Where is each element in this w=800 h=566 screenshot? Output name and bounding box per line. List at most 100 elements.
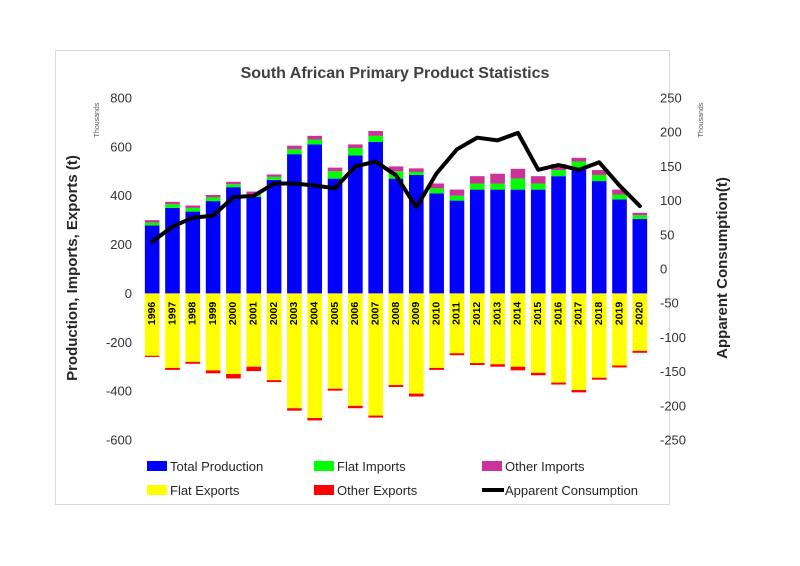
category-label-2013: 2013 [491, 302, 503, 326]
category-label-1997: 1997 [166, 302, 178, 326]
bar-other-imports-2019 [612, 189, 627, 195]
category-labels: 1996 1997 1998 1999 2000 2001 2002 2003 2004 2005… [146, 302, 646, 326]
bar-flat-exports-2010 [429, 293, 444, 368]
bar-total-production-1996 [144, 225, 160, 294]
right-tick-label: 250 [660, 91, 682, 106]
bar-other-exports-2015 [530, 372, 546, 376]
bar-other-exports-2020 [632, 350, 648, 353]
right-tick-label: 50 [660, 227, 674, 242]
bar-other-exports-2005 [327, 388, 343, 391]
bar-flat-imports-2006 [348, 148, 363, 156]
bar-other-imports-2010 [429, 183, 444, 189]
bar-total-production-2000 [226, 187, 241, 294]
bar-flat-imports-2015 [530, 183, 546, 190]
legend-label: Flat Imports [337, 459, 406, 474]
consumption-line-layer [150, 130, 642, 244]
bar-total-production-2014 [510, 189, 526, 294]
bar-other-exports-2018 [591, 377, 607, 380]
bar-other-imports-2005 [327, 167, 343, 172]
bar-flat-imports-2019 [612, 194, 627, 200]
bar-flat-imports-2011 [449, 195, 465, 201]
bar-flat-imports-2009 [409, 172, 424, 175]
category-label-2016: 2016 [552, 302, 564, 326]
legend-label: Other Imports [505, 459, 585, 474]
category-label-2011: 2011 [451, 302, 463, 325]
category-label-1996: 1996 [146, 302, 158, 326]
chart-title: South African Primary Product Statistics [241, 65, 550, 82]
right-tick-label: 150 [660, 159, 682, 174]
bar-total-production-2005 [327, 178, 343, 294]
chart-area [55, 50, 670, 505]
bar-other-exports-2007 [368, 415, 383, 418]
bar-other-imports-2017 [571, 157, 587, 162]
bar-flat-exports-1998 [185, 293, 201, 362]
left-tick-label: -200 [106, 335, 132, 350]
bar-other-imports-1997 [165, 201, 180, 205]
bar-flat-imports-2017 [571, 161, 587, 168]
bar-flat-exports-2019 [612, 293, 627, 366]
bar-other-imports-2007 [368, 130, 383, 136]
bar-other-exports-2012 [469, 363, 485, 365]
bar-flat-imports-2000 [226, 184, 241, 188]
left-tick-label: 600 [110, 139, 132, 154]
bar-flat-exports-2007 [368, 293, 383, 416]
category-label-2014: 2014 [512, 302, 524, 326]
bar-other-imports-2002 [266, 174, 282, 177]
bar-flat-imports-2010 [429, 188, 444, 194]
bar-total-production-2003 [287, 154, 302, 294]
bar-other-exports-2013 [490, 364, 505, 367]
right-axis-ticks: 250 200 150 100 50 0 -50 -100 -150 -200 -250 [660, 91, 686, 448]
category-label-1998: 1998 [187, 302, 199, 326]
bar-flat-exports-2013 [490, 293, 505, 365]
bar-flat-imports-2005 [327, 171, 343, 179]
legend-item-other-imports: Other Imports [482, 459, 585, 474]
category-label-2004: 2004 [309, 302, 321, 326]
bar-total-production-1998 [185, 211, 201, 294]
bar-flat-exports-2018 [591, 293, 607, 378]
category-label-2020: 2020 [634, 302, 646, 326]
bar-other-imports-2003 [287, 145, 302, 150]
legend-swatch [147, 485, 167, 495]
bar-other-imports-2001 [246, 191, 262, 195]
bar-other-exports-2001 [246, 366, 262, 372]
category-label-2018: 2018 [593, 302, 605, 326]
bar-flat-exports-2005 [327, 293, 343, 389]
bar-flat-exports-2012 [469, 293, 485, 364]
bar-total-production-1997 [165, 207, 180, 294]
legend-item-other-exports: Other Exports [314, 483, 418, 498]
bar-flat-imports-2012 [469, 183, 485, 190]
bar-other-imports-2015 [530, 176, 546, 184]
bar-flat-imports-2002 [266, 176, 282, 180]
legend-item-total-production: Total Production [147, 459, 263, 474]
legend-swatch [482, 461, 502, 471]
bar-other-imports-2013 [490, 173, 505, 184]
bar-other-exports-2008 [388, 385, 404, 387]
bar-flat-exports-1999 [205, 293, 221, 371]
left-tick-label: -600 [106, 433, 132, 448]
category-label-2002: 2002 [268, 302, 280, 326]
legend-label: Other Exports [337, 483, 418, 498]
category-label-2000: 2000 [227, 302, 239, 326]
left-tick-label: 200 [110, 237, 132, 252]
bar-other-imports-2014 [510, 168, 526, 179]
bar-flat-exports-2017 [571, 293, 587, 390]
bar-other-imports-2000 [226, 181, 241, 185]
left-tick-label: -400 [106, 384, 132, 399]
legend-item-flat-exports: Flat Exports [147, 483, 240, 498]
bar-flat-exports-1996 [144, 293, 160, 356]
bar-other-imports-2012 [469, 176, 485, 184]
bar-other-imports-2004 [307, 135, 323, 140]
bar-other-exports-2019 [612, 365, 627, 368]
category-label-2008: 2008 [390, 302, 402, 326]
right-tick-label: -200 [660, 398, 686, 413]
bar-other-exports-2003 [287, 408, 302, 411]
bar-other-exports-2017 [571, 389, 587, 393]
bar-flat-exports-2016 [551, 293, 566, 383]
left-axis-unit: Thousands [94, 102, 101, 137]
bar-flat-imports-1999 [205, 197, 221, 202]
legend: Total Production Flat Imports Other Import… [147, 459, 638, 498]
bar-flat-imports-1996 [144, 222, 160, 226]
bar-other-exports-1996 [144, 355, 160, 357]
bar-flat-imports-2013 [490, 183, 505, 190]
